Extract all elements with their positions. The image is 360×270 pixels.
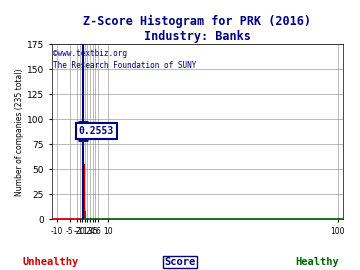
Y-axis label: Number of companies (235 total): Number of companies (235 total) <box>15 68 24 195</box>
Text: Score: Score <box>165 257 195 267</box>
Title: Z-Score Histogram for PRK (2016)
Industry: Banks: Z-Score Histogram for PRK (2016) Industr… <box>83 15 311 43</box>
Text: Unhealthy: Unhealthy <box>22 257 78 267</box>
Text: Healthy: Healthy <box>295 257 339 267</box>
Bar <box>84 164 85 220</box>
Bar <box>82 56 84 220</box>
Text: ©www.textbiz.org: ©www.textbiz.org <box>53 49 127 58</box>
Text: The Research Foundation of SUNY: The Research Foundation of SUNY <box>53 61 196 70</box>
Bar <box>85 211 86 220</box>
Text: 0.2553: 0.2553 <box>78 126 114 136</box>
